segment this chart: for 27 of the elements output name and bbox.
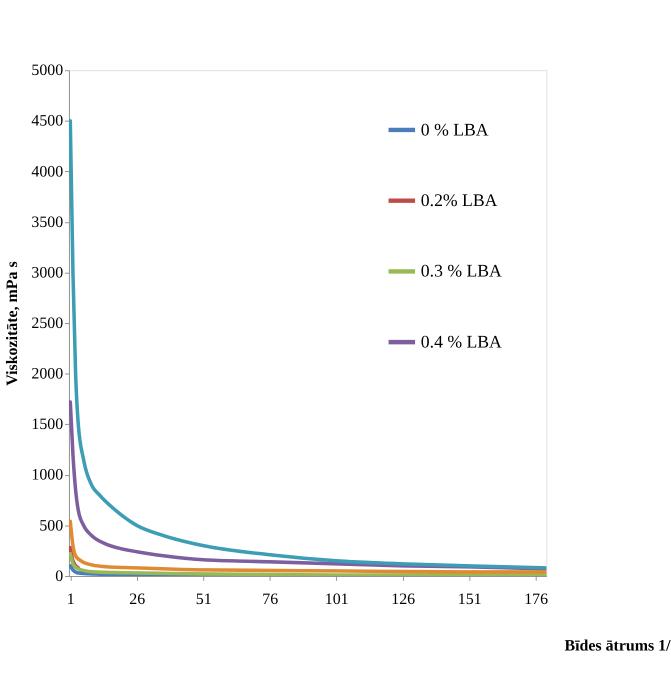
- legend-label: 0.3 % LBA: [420, 260, 502, 281]
- x-tick-label: 26: [129, 590, 146, 608]
- x-tick-label: 101: [324, 590, 349, 608]
- x-tick-label: 151: [458, 590, 482, 608]
- x-tick-label: 176: [524, 590, 548, 608]
- y-tick-label: 2500: [31, 314, 64, 332]
- line-series: [68, 119, 546, 570]
- y-tick-label: 1500: [31, 416, 64, 434]
- y-tick-label: 4500: [31, 112, 64, 130]
- x-tick-label: 1: [66, 590, 75, 608]
- x-tick-label: 76: [262, 590, 278, 608]
- legend-label: 0 % LBA: [420, 119, 489, 140]
- y-tick-label: 5000: [31, 62, 64, 80]
- y-tick-label: 4000: [31, 163, 64, 180]
- x-axis-title: Bīdes ātrums 1/: [564, 638, 671, 655]
- y-tick-label: 0: [55, 568, 64, 585]
- y-axis-title: Viskozitāte, mPa s: [4, 261, 22, 386]
- y-tick-label: 3000: [31, 264, 64, 282]
- x-tick-label: 51: [196, 590, 212, 608]
- x-tick-label: 126: [391, 590, 416, 608]
- legend-label: 0.4 % LBA: [420, 331, 502, 352]
- y-tick-label: 1000: [31, 466, 64, 484]
- line-series: [68, 520, 546, 574]
- y-tick-label: 500: [39, 517, 64, 534]
- y-tick-label: 3500: [31, 214, 64, 231]
- legend-label: 0.2% LBA: [420, 190, 498, 210]
- y-tick-label: 2000: [31, 366, 64, 383]
